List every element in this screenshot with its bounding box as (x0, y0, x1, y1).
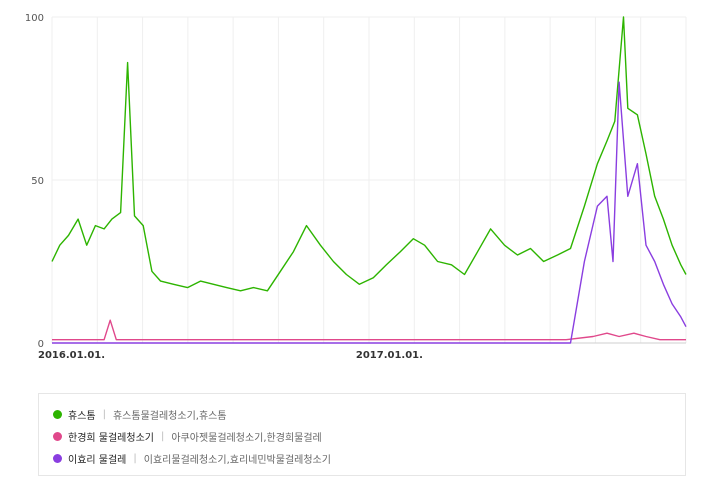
chart-grid (51, 16, 687, 344)
legend-marker (53, 431, 62, 441)
y-tick-label: 100 (25, 13, 44, 24)
legend-keywords: 아쿠아젯물걸레청소기,한경희물걸레 (171, 432, 322, 444)
legend-item[interactable]: 한경희 물걸레청소기 | 아쿠아젯물걸레청소기,한경희물걸레 (53, 427, 322, 445)
y-tick-label: 50 (31, 176, 44, 187)
legend-separator: | (160, 430, 165, 442)
legend-keywords: 휴스톰물걸레청소기,휴스톰 (112, 410, 227, 422)
legend-item[interactable]: 휴스톰 | 휴스톰물걸레청소기,휴스톰 (53, 405, 227, 423)
legend-separator: | (102, 408, 106, 420)
legend-series-name: 한경희 물걸레청소기 (68, 432, 154, 444)
series-line-3 (52, 81, 687, 344)
legend-marker (53, 409, 62, 419)
x-tick-label: 2016.01.01. (38, 350, 105, 361)
legend-series-name: 이효리 물걸레 (68, 454, 127, 466)
series-line-1 (51, 16, 687, 292)
chart-axis-labels: 0 50 100 2016.01.01. 2017.01.01. (25, 13, 423, 361)
legend-keywords: 이효리물걸레청소기,효리네민박물걸레청소기 (143, 454, 331, 466)
line-chart: 0 50 100 2016.01.01. 2017.01.01. (25, 13, 687, 361)
legend-marker (53, 453, 62, 463)
chart-series (51, 16, 687, 344)
y-tick-label: 0 (38, 339, 44, 350)
legend-series-name: 휴스톰 (68, 410, 96, 422)
x-tick-label: 2017.01.01. (356, 350, 423, 361)
legend-separator: | (133, 452, 137, 464)
legend-item[interactable]: 이효리 물걸레 | 이효리물걸레청소기,효리네민박물걸레청소기 (53, 449, 331, 467)
series-line-2 (52, 319, 686, 341)
